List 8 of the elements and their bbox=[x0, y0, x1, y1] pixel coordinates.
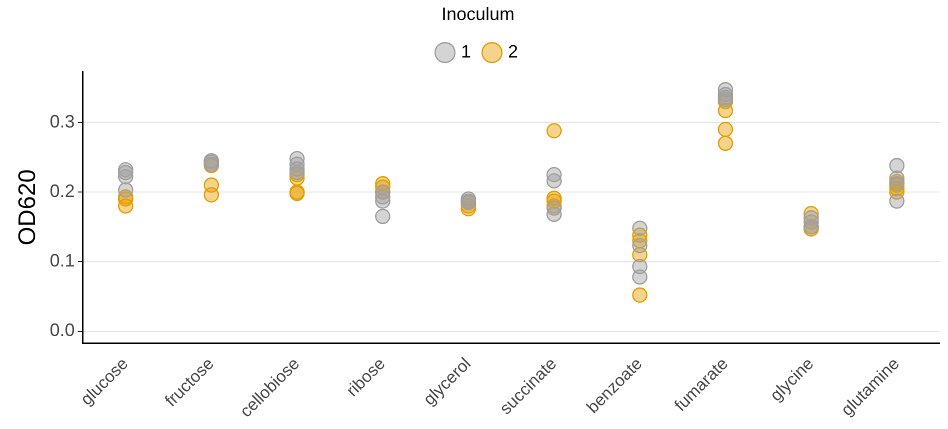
y-tick-label: 0.0 bbox=[50, 320, 75, 340]
y-tick-label: 0.1 bbox=[50, 250, 75, 271]
legend-label: 2 bbox=[508, 42, 518, 62]
y-tick-label: 0.2 bbox=[50, 181, 75, 202]
legend-label: 1 bbox=[460, 42, 472, 62]
y-axis-title: OD620 bbox=[14, 169, 42, 246]
legend-title: Inoculum bbox=[441, 4, 515, 24]
y-tick-label: 0.3 bbox=[50, 111, 75, 132]
